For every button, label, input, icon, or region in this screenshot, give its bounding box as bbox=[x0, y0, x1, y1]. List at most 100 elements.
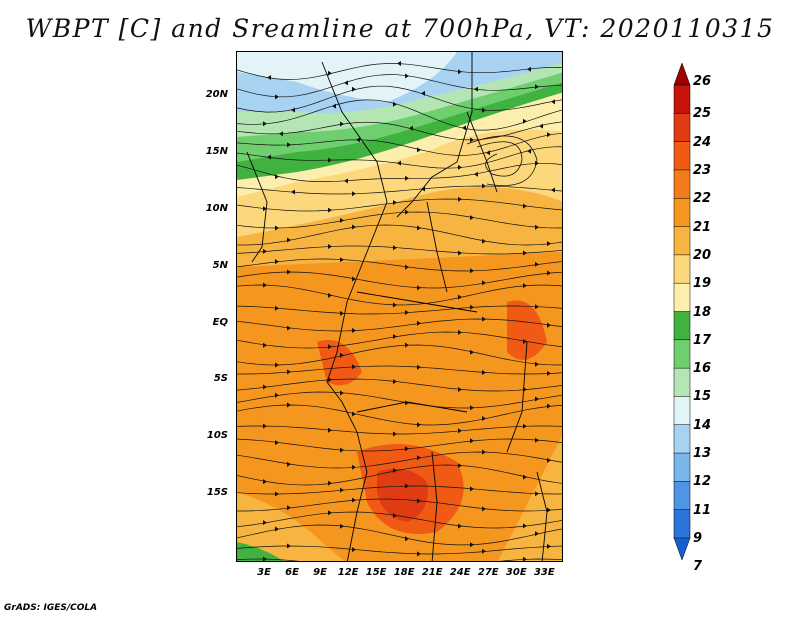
streamline-arrow bbox=[482, 449, 486, 455]
streamline-arrow bbox=[547, 507, 551, 513]
streamline bbox=[237, 99, 562, 131]
lat-tick-label: 5N bbox=[212, 259, 228, 271]
wbpt-region-23-east bbox=[507, 300, 547, 360]
streamline-arrow bbox=[287, 269, 291, 275]
streamline-arrow bbox=[287, 505, 291, 511]
streamline bbox=[237, 185, 562, 195]
colorbar-label: 9 bbox=[693, 531, 703, 546]
cyclone-streamline bbox=[466, 135, 538, 186]
streamline-arrow bbox=[263, 384, 267, 390]
colorbar-label: 17 bbox=[693, 332, 712, 348]
streamline bbox=[237, 404, 562, 426]
streamline-arrow bbox=[393, 431, 397, 437]
streamline-arrow bbox=[393, 245, 397, 251]
streamline-arrow bbox=[547, 132, 551, 138]
streamline-arrow bbox=[328, 292, 332, 298]
streamline-arrow bbox=[405, 400, 409, 406]
streamline-arrow bbox=[547, 403, 551, 409]
streamline-arrow bbox=[458, 329, 462, 335]
colorbar-swatch bbox=[673, 169, 691, 199]
streamline-arrow bbox=[535, 396, 539, 402]
streamline-arrow bbox=[523, 203, 527, 209]
streamline-arrow bbox=[328, 244, 332, 249]
colorbar-label: 23 bbox=[693, 162, 712, 178]
streamline-arrow bbox=[328, 207, 332, 213]
streamline bbox=[237, 365, 562, 375]
streamline-arrow bbox=[523, 523, 527, 529]
swirl-line bbox=[476, 141, 523, 177]
streamline-arrow bbox=[328, 344, 332, 350]
colorbar-swatch bbox=[673, 537, 691, 560]
streamline-arrow bbox=[417, 498, 421, 504]
streamline-arrow bbox=[291, 107, 295, 113]
wbpt-region-13 bbox=[237, 52, 457, 102]
streamline-arrow bbox=[405, 446, 409, 452]
streamline-arrow bbox=[287, 142, 291, 148]
colorbar-label: 26 bbox=[693, 74, 712, 89]
streamline-arrow bbox=[393, 334, 397, 339]
border-line bbox=[341, 401, 368, 561]
lat-tick-label: 10S bbox=[206, 430, 228, 442]
streamline-arrow bbox=[340, 217, 344, 223]
streamline-arrow bbox=[340, 390, 344, 396]
streamline-arrow bbox=[523, 250, 527, 256]
border-line bbox=[466, 111, 498, 193]
streamline-arrow bbox=[535, 361, 539, 367]
streamline bbox=[237, 85, 562, 113]
streamline-arrow bbox=[405, 483, 409, 489]
streamline bbox=[237, 245, 562, 255]
streamline-arrow bbox=[547, 270, 551, 276]
streamline-arrow bbox=[458, 69, 462, 75]
colorbar-label: 15 bbox=[693, 389, 712, 405]
streamline bbox=[237, 425, 562, 435]
streamline-arrow bbox=[470, 405, 474, 411]
streamline-arrow bbox=[263, 342, 267, 348]
streamline-arrow bbox=[263, 282, 267, 288]
streamline-arrow bbox=[458, 428, 462, 434]
border-line bbox=[431, 451, 438, 561]
streamline-arrow bbox=[462, 125, 466, 131]
streamline-arrow bbox=[352, 547, 356, 553]
streamline-arrow bbox=[421, 90, 425, 96]
streamline-arrow bbox=[340, 523, 344, 529]
streamline-arrow bbox=[482, 548, 486, 554]
map-title: WBPT [C] and Sreamline at 700hPa, VT: 20… bbox=[25, 14, 775, 43]
streamline-arrow bbox=[470, 438, 474, 444]
lat-tick-label: 5S bbox=[213, 373, 228, 385]
streamline-arrow bbox=[332, 103, 336, 109]
colorbar bbox=[673, 63, 691, 560]
streamline-arrow bbox=[397, 61, 401, 66]
streamline bbox=[237, 391, 562, 409]
wbpt-region-17-southwest bbox=[237, 542, 284, 561]
streamline-arrow bbox=[263, 248, 267, 254]
streamline-arrow bbox=[458, 463, 462, 469]
colorbar-swatch bbox=[673, 339, 691, 369]
streamline bbox=[237, 63, 562, 80]
colorbar-swatch bbox=[673, 282, 691, 313]
streamline-arrow bbox=[405, 342, 409, 348]
streamline-arrow bbox=[287, 461, 291, 467]
streamline bbox=[237, 451, 562, 469]
colorbar-swatch bbox=[673, 84, 691, 115]
lon-tick-label: 15E bbox=[365, 567, 387, 578]
border-line bbox=[426, 201, 448, 293]
streamline-arrow bbox=[275, 174, 279, 180]
colorbar-swatch bbox=[673, 226, 691, 256]
streamline-arrow bbox=[393, 468, 397, 473]
streamline-arrow bbox=[523, 474, 527, 480]
streamline-arrow bbox=[458, 164, 462, 170]
streamline-arrow bbox=[482, 183, 486, 189]
streamline-arrow bbox=[482, 238, 486, 244]
streamline-arrow bbox=[523, 339, 527, 344]
streamline-arrow bbox=[328, 510, 332, 516]
streamline-arrow bbox=[482, 316, 486, 322]
streamline-arrow bbox=[547, 322, 551, 328]
streamline-arrow bbox=[352, 464, 356, 470]
streamline-arrow bbox=[417, 551, 421, 557]
streamline-arrow bbox=[340, 487, 344, 493]
colorbar-label: 16 bbox=[693, 361, 712, 377]
streamline bbox=[237, 498, 562, 512]
colorbar-swatch bbox=[673, 141, 691, 171]
streamline-arrow bbox=[482, 370, 486, 375]
streamline-arrow bbox=[275, 225, 279, 231]
